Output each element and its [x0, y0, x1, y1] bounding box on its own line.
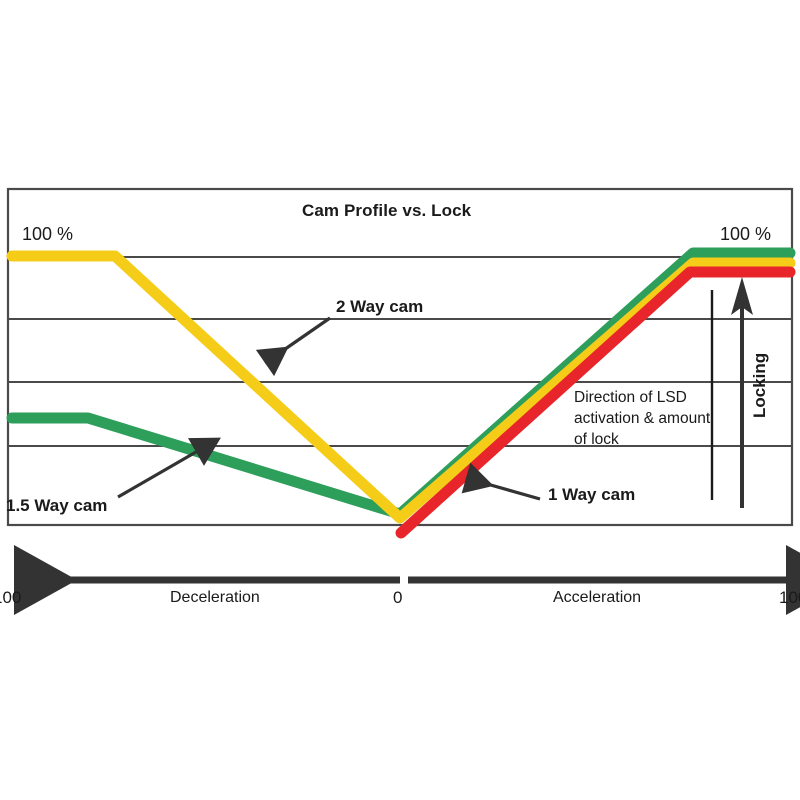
label-2-way-cam: 2 Way cam: [336, 297, 424, 316]
series-1-way-cam: [395, 266, 796, 539]
leader-arrow-2-way-cam: [255, 316, 331, 377]
right-100-percent-label: 100 %: [720, 224, 772, 244]
direction-of-lsd-line-2: activation & amount: [574, 410, 711, 427]
locking-direction-arrow: [731, 277, 753, 508]
axis-right-value: 100: [779, 588, 800, 607]
left-100-percent-label: 100 %: [22, 224, 74, 244]
label-1-5-way-cam: 1.5 Way cam: [6, 496, 108, 515]
axis-left-value: 100: [0, 588, 22, 607]
direction-of-lsd-line-1: Direction of LSD: [574, 389, 687, 406]
series-2-way-cam: [6, 250, 796, 524]
leader-arrow-1-way-cam: [461, 462, 541, 501]
gridlines: [8, 256, 792, 447]
label-1-way-cam: 1 Way cam: [548, 485, 636, 504]
direction-of-lsd-line-3: of lock: [574, 431, 619, 448]
leader-arrow-1-5-way-cam: [117, 437, 221, 499]
axis-acceleration-label: Acceleration: [553, 589, 642, 606]
chart-title: Cam Profile vs. Lock: [302, 201, 472, 220]
locking-label: Locking: [750, 352, 769, 418]
axis-center-value: 0: [393, 588, 403, 607]
axis-deceleration-label: Deceleration: [170, 589, 260, 606]
plot-frame: [6, 187, 794, 527]
